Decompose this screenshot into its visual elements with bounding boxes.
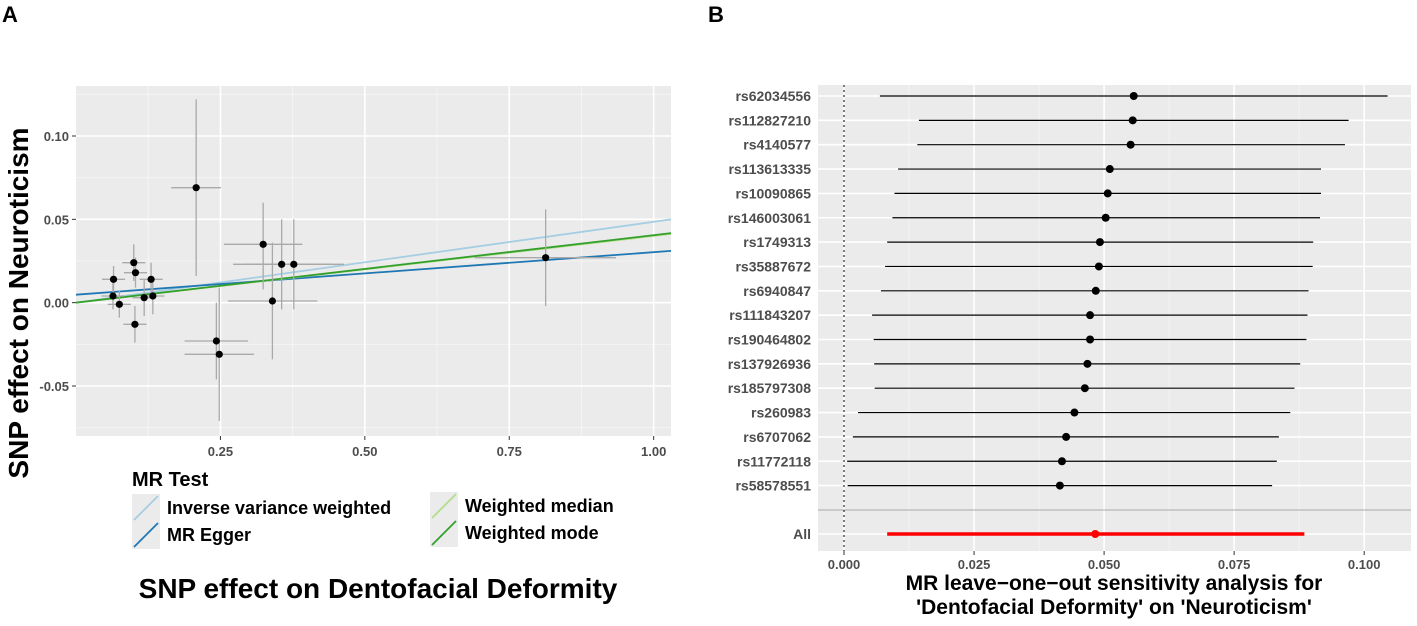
snp-label: rs6940847 — [743, 283, 811, 299]
overall-label: All — [793, 526, 811, 542]
estimate-point — [1083, 359, 1092, 368]
y-tick-label: 0.00 — [44, 296, 69, 311]
x-tick-label: 0.000 — [828, 557, 861, 572]
estimate-point — [1101, 213, 1110, 222]
data-point — [149, 292, 157, 300]
snp-label: rs190464802 — [728, 332, 812, 348]
snp-label: rs260983 — [751, 405, 811, 421]
tick-labels-a: 0.25 0.50 0.75 1.00 0.10 0.05 0.00 -0.05 — [39, 129, 666, 459]
data-point — [212, 337, 220, 345]
snp-label: rs35887672 — [735, 258, 811, 274]
gridlines-a — [76, 86, 671, 436]
regression-line-weighted-mode — [75, 232, 672, 304]
data-point — [147, 275, 155, 283]
estimate-point — [1080, 384, 1089, 393]
estimate-point — [1128, 116, 1137, 125]
x-tick-label: 0.25 — [208, 444, 233, 459]
legend-label: Weighted median — [465, 496, 614, 516]
estimate-point — [1129, 92, 1138, 100]
snp-label: rs113613335 — [728, 161, 811, 177]
estimate-point — [1094, 262, 1103, 271]
data-point — [278, 260, 286, 268]
x-tick-label: 1.00 — [641, 444, 666, 459]
snp-label: rs62034556 — [735, 88, 811, 104]
x-tick-label: 0.050 — [1088, 557, 1121, 572]
forest-plot-panel-b: rs62034556 rs112827210 rs4140577 rs11361333… — [728, 85, 1411, 619]
legend-swatch — [431, 520, 457, 546]
estimate-point — [1086, 311, 1095, 320]
snp-label: rs11772118 — [737, 453, 811, 469]
snp-label: rs58578551 — [735, 478, 811, 494]
tick-labels-b: 0.000 0.025 0.050 0.075 0.100 — [828, 551, 1381, 572]
estimate-point — [1126, 140, 1135, 149]
data-point — [109, 275, 118, 283]
data-point — [140, 294, 148, 302]
estimate-point — [1105, 165, 1114, 174]
data-point — [215, 350, 223, 358]
legend-label: Inverse variance weighted — [167, 498, 391, 518]
x-tick-label: 0.75 — [497, 444, 522, 459]
panel-b-label: B — [708, 2, 724, 27]
data-point — [115, 300, 123, 308]
x-axis-title-b-line2: 'Dentofacial Deformity' on 'Neuroticism' — [916, 596, 1312, 619]
estimate-point — [1070, 408, 1079, 417]
data-point — [130, 259, 138, 267]
data-point — [131, 269, 140, 277]
scatter-chart-panel-a: 0.25 0.50 0.75 1.00 0.10 0.05 0.00 -0.05 SNP ef… — [3, 86, 672, 604]
snp-label: rs111843207 — [729, 307, 811, 323]
snp-label: rs4140577 — [743, 137, 811, 153]
y-axis-title-a: SNP effect on Neuroticism — [3, 127, 34, 478]
x-tick-label: 0.025 — [958, 557, 991, 572]
x-axis-title-a: SNP effect on Dentofacial Deformity — [139, 573, 618, 604]
estimate-point — [1062, 432, 1071, 441]
y-tick-label: 0.05 — [44, 212, 69, 227]
estimate-point — [1086, 335, 1095, 344]
legend-label: Weighted mode — [465, 523, 599, 543]
y-tick-label: -0.05 — [39, 379, 69, 394]
panel-a-label: A — [2, 2, 18, 27]
legend-swatch — [431, 493, 457, 519]
x-tick-label: 0.075 — [1218, 557, 1251, 572]
data-point — [109, 292, 117, 300]
snp-rows: rs62034556 rs112827210 rs4140577 rs11361333… — [728, 88, 1388, 542]
legend-a: MR Test Inverse variance weighted MR Egge… — [132, 469, 614, 549]
data-point — [259, 240, 267, 248]
x-tick-label: 0.50 — [352, 444, 377, 459]
snp-label: rs185797308 — [728, 380, 812, 396]
data-point — [268, 297, 277, 305]
y-tick-label: 0.10 — [44, 129, 69, 144]
snp-label: rs146003061 — [728, 210, 812, 226]
regression-line-inverse-variance-weighted — [75, 218, 672, 304]
x-tick-label: 0.100 — [1348, 557, 1381, 572]
legend-swatch — [133, 522, 159, 548]
data-point — [131, 320, 139, 328]
data-points-a — [109, 184, 550, 358]
overall-estimate-point — [1091, 530, 1100, 538]
legend-swatch — [133, 495, 159, 521]
legend-label: MR Egger — [167, 525, 251, 545]
snp-label: rs6707062 — [743, 429, 811, 445]
snp-label: rs1749313 — [743, 234, 811, 250]
legend-title: MR Test — [132, 469, 209, 491]
snp-label: rs10090865 — [735, 185, 811, 201]
estimate-point — [1103, 189, 1112, 198]
plot-background-b — [818, 85, 1411, 551]
snp-label: rs137926936 — [728, 356, 812, 372]
data-point — [542, 254, 550, 262]
data-point — [192, 184, 200, 192]
estimate-point — [1095, 238, 1104, 247]
estimate-point — [1057, 457, 1066, 466]
estimate-point — [1091, 286, 1100, 295]
estimate-point — [1055, 481, 1064, 490]
data-point — [290, 260, 298, 268]
snp-label: rs112827210 — [728, 112, 811, 128]
x-axis-title-b-line1: MR leave−one−out sensitivity analysis fo… — [906, 572, 1323, 595]
